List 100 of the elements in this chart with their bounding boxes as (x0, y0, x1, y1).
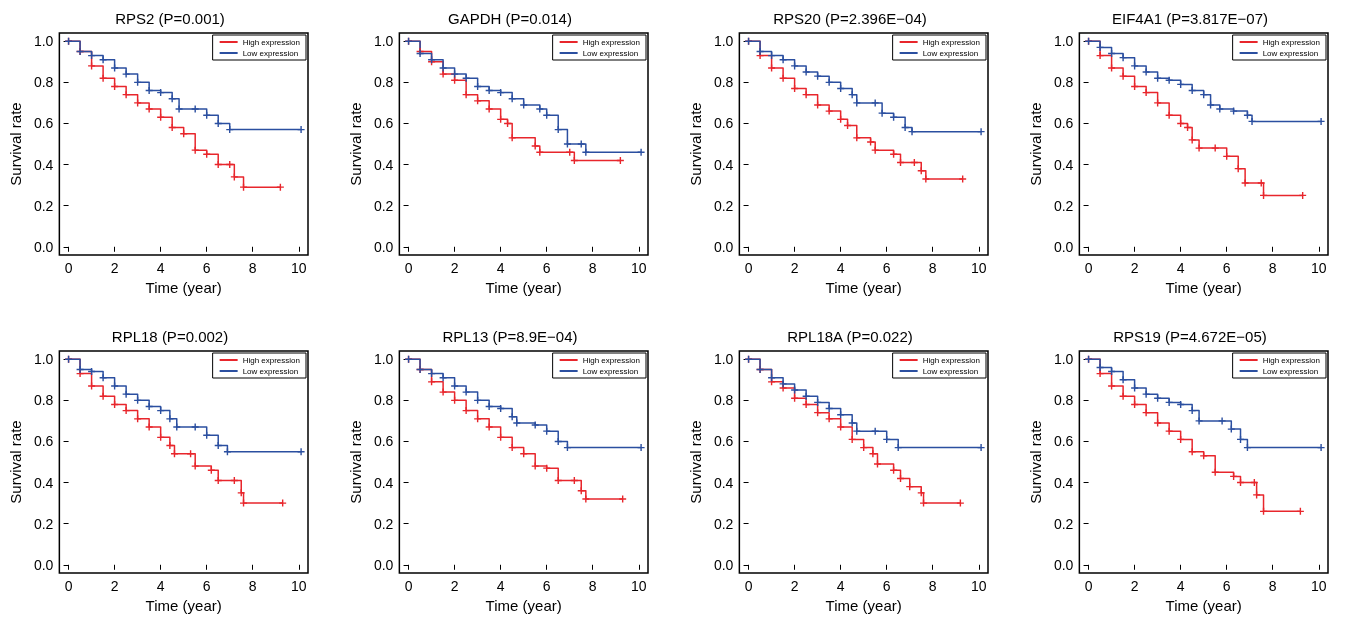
point (451, 70, 459, 78)
point (1207, 101, 1215, 109)
legend-label: High expression (582, 37, 641, 47)
point (1165, 427, 1173, 435)
y-tick-label: 0.2 (1053, 515, 1074, 532)
point (1218, 417, 1226, 425)
x-tick-label: 4 (836, 260, 845, 276)
point (508, 413, 516, 421)
point (145, 105, 153, 113)
point (871, 99, 879, 107)
x-tick-label: 8 (588, 578, 597, 594)
y-tick-label: 0.0 (713, 556, 734, 573)
point (173, 423, 181, 431)
point (1241, 179, 1249, 187)
y-axis-title: Survival rate (7, 102, 24, 186)
point (76, 366, 84, 373)
point (1154, 419, 1162, 427)
point (577, 140, 585, 148)
point (474, 97, 482, 105)
x-tick-label: 10 (1311, 578, 1327, 594)
y-tick-label: 0.2 (1053, 197, 1074, 214)
point (474, 415, 482, 423)
point (1142, 89, 1150, 97)
legend-label: Low expression (922, 366, 979, 376)
point (88, 382, 96, 390)
point (462, 74, 470, 82)
point (873, 460, 881, 468)
point (439, 64, 447, 72)
point (779, 74, 787, 82)
point (439, 70, 447, 78)
y-axis-title: Survival rate (687, 420, 704, 504)
x-tick-label: 6 (202, 578, 211, 594)
legend-label: High expression (1262, 355, 1321, 365)
x-tick-label: 6 (202, 260, 211, 276)
chart-title: GAPDH (P=0.014) (448, 10, 572, 27)
point (230, 173, 238, 181)
x-tick-label: 2 (110, 578, 119, 594)
y-tick-label: 0.8 (1053, 74, 1074, 91)
point (111, 64, 119, 72)
point (1131, 62, 1139, 70)
x-axis-title: Time (year) (1165, 596, 1242, 614)
point (1119, 72, 1127, 80)
point (871, 146, 879, 154)
point (451, 382, 459, 390)
point (111, 382, 119, 390)
point (791, 62, 799, 70)
point (1188, 87, 1196, 95)
x-tick-label: 10 (1311, 260, 1327, 276)
x-tick-label: 0 (404, 260, 413, 276)
legend-label: Low expression (1262, 366, 1319, 376)
point (99, 56, 107, 64)
x-tick-label: 4 (1176, 578, 1185, 594)
x-tick-label: 6 (882, 260, 891, 276)
point (582, 495, 590, 503)
point (959, 175, 967, 183)
point (508, 134, 516, 142)
point (428, 378, 436, 386)
x-tick-label: 8 (928, 578, 937, 594)
point (508, 444, 516, 452)
point (917, 489, 925, 497)
point (99, 74, 107, 82)
y-tick-label: 1.0 (713, 33, 734, 50)
point (1142, 390, 1150, 398)
x-tick-label: 0 (744, 260, 753, 276)
point (145, 87, 153, 95)
x-tick-label: 10 (631, 260, 647, 276)
point (237, 489, 245, 497)
point (531, 462, 539, 470)
chart-title: EIF4A1 (P=3.817E−07) (1112, 10, 1268, 27)
point (922, 175, 930, 183)
y-tick-label: 0.6 (713, 115, 734, 132)
point (99, 374, 107, 382)
point (485, 105, 493, 113)
x-axis-title: Time (year) (1165, 278, 1242, 296)
point (513, 419, 521, 427)
point (99, 392, 107, 400)
point (1211, 144, 1219, 152)
x-tick-label: 8 (928, 260, 937, 276)
point (134, 415, 142, 423)
legend-label: Low expression (242, 366, 299, 376)
y-tick-label: 0.4 (713, 474, 734, 491)
y-tick-label: 0.2 (373, 197, 394, 214)
point (1248, 117, 1256, 125)
x-tick-label: 0 (64, 578, 73, 594)
x-tick-label: 10 (971, 578, 987, 594)
point (814, 101, 822, 109)
y-axis-title: Survival rate (1027, 102, 1044, 186)
point (878, 109, 886, 117)
x-tick-label: 4 (836, 578, 845, 594)
point (531, 142, 539, 150)
point (175, 105, 183, 113)
point (462, 388, 470, 396)
x-tick-label: 4 (156, 260, 165, 276)
point (166, 442, 174, 450)
chart-title: RPS20 (P=2.396E−04) (773, 10, 927, 27)
point (768, 64, 776, 72)
y-axis-title: Survival rate (1027, 420, 1044, 504)
y-tick-label: 0.8 (373, 392, 394, 409)
y-tick-label: 0.2 (713, 515, 734, 532)
point (485, 423, 493, 431)
